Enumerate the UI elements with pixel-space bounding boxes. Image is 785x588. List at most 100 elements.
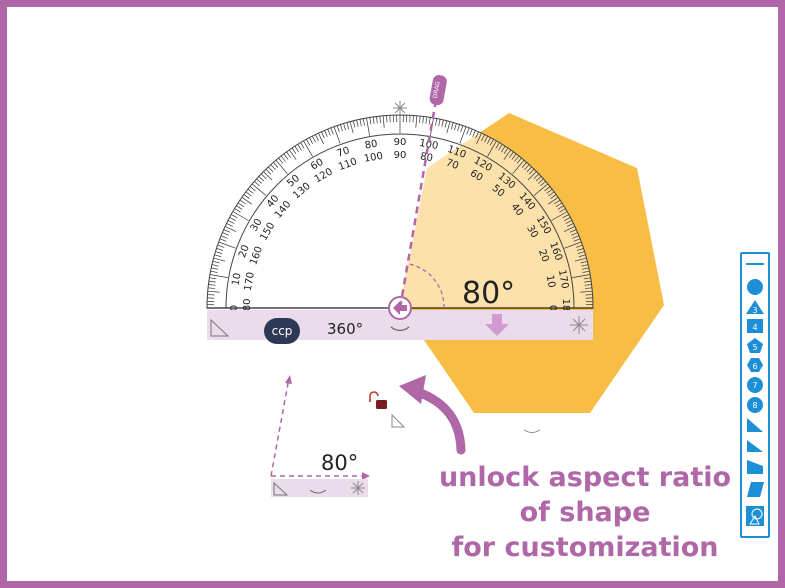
protractor-tick xyxy=(419,116,421,124)
outer-scale-label: 60 xyxy=(309,157,326,173)
palette-triangle[interactable] xyxy=(747,440,763,452)
protractor-tick xyxy=(422,116,424,124)
palette-hexagon-6[interactable]: 6 xyxy=(747,358,763,372)
palette-right-triangle[interactable] xyxy=(747,418,763,432)
protractor-tick xyxy=(291,147,297,154)
protractor-tick xyxy=(540,181,546,187)
mini-asterisk-icon[interactable] xyxy=(351,481,365,495)
protractor-tick xyxy=(521,162,527,168)
protractor-tick xyxy=(234,208,241,213)
protractor-tick xyxy=(533,173,540,180)
protractor-tick xyxy=(208,280,216,283)
protractor-tick xyxy=(563,226,576,232)
protractor-tick xyxy=(330,127,334,135)
palette-circle-tool[interactable] xyxy=(747,279,763,295)
protractor-tick xyxy=(356,119,359,127)
asterisk-icon[interactable] xyxy=(570,316,588,334)
protractor-tick xyxy=(562,214,569,219)
svg-text:3: 3 xyxy=(752,306,757,315)
protractor-tick xyxy=(220,235,228,239)
mini-protractor[interactable] xyxy=(270,375,370,497)
protractor-tick xyxy=(289,149,297,160)
palette-trapezoid[interactable] xyxy=(747,460,763,474)
protractor-tick xyxy=(582,270,590,273)
drag-tag: DRAG xyxy=(432,80,442,98)
protractor-tick xyxy=(584,280,592,283)
arrow-down-icon[interactable] xyxy=(485,314,509,336)
protractor-tick xyxy=(581,267,589,270)
protractor-tick xyxy=(278,157,284,164)
mini-angle-readout: 80° xyxy=(321,451,359,475)
mini-triangle-icon[interactable] xyxy=(273,481,289,496)
protractor-tick xyxy=(211,267,219,270)
callout-arrowhead xyxy=(399,375,426,404)
protractor-tick xyxy=(503,149,511,160)
protractor-tick xyxy=(239,199,246,205)
protractor-tick xyxy=(300,142,305,149)
protractor-tick xyxy=(224,226,237,232)
protractor-tick xyxy=(584,284,592,286)
unlock-icon[interactable] xyxy=(369,391,387,409)
protractor-tick xyxy=(472,130,476,137)
palette-parallelogram[interactable] xyxy=(747,482,764,497)
inner-scale-label: 20 xyxy=(536,248,551,264)
protractor-tick xyxy=(232,211,249,221)
palette-pentagon-5[interactable]: 5 xyxy=(747,338,763,353)
protractor-tick xyxy=(574,257,587,262)
protractor-tick xyxy=(580,290,593,293)
drag-handle[interactable]: DRAG xyxy=(429,74,448,106)
protractor-tick xyxy=(254,181,260,187)
protractor-tick xyxy=(340,124,343,132)
rotation-label: 360° xyxy=(327,320,364,338)
protractor-tick xyxy=(222,232,229,236)
protractor-tick xyxy=(487,140,497,157)
protractor-tick xyxy=(481,134,485,141)
right-triangle-icon[interactable] xyxy=(210,318,230,337)
protractor-tick xyxy=(209,277,217,280)
protractor-tick xyxy=(551,211,568,221)
palette-triangle-3[interactable]: 3 xyxy=(746,300,764,315)
ccp-button[interactable]: ccp xyxy=(264,318,300,344)
protractor-tick xyxy=(533,183,549,196)
protractor-tick xyxy=(575,244,583,248)
shape-rotate-icon[interactable] xyxy=(523,429,541,433)
rotate-icon[interactable] xyxy=(390,326,410,332)
protractor-tick xyxy=(247,188,254,194)
outer-scale-label: 170 xyxy=(556,269,570,290)
protractor-tick xyxy=(231,214,238,219)
protractor-tick xyxy=(572,235,580,239)
shape-palette: 3 4 5 6 7 8 xyxy=(740,252,770,538)
protractor-tick xyxy=(249,186,256,192)
protractor-tick xyxy=(372,116,375,124)
protractor-tick xyxy=(213,257,226,262)
protractor-tick xyxy=(219,238,227,242)
mini-rotate-icon[interactable] xyxy=(309,489,327,494)
svg-text:8: 8 xyxy=(752,401,757,410)
palette-square-4[interactable]: 4 xyxy=(747,319,763,333)
protractor-tick xyxy=(446,121,451,134)
palette-shapes-icon[interactable] xyxy=(746,506,764,526)
protractor-tick xyxy=(584,287,592,289)
protractor-tick xyxy=(580,260,588,264)
protractor-tick xyxy=(571,232,578,236)
protractor-tick xyxy=(207,290,220,293)
protractor-tick xyxy=(501,145,506,153)
inner-scale-label: 80 xyxy=(419,151,433,164)
protractor-tick xyxy=(578,254,586,258)
protractor-tick xyxy=(273,162,279,168)
protractor-tick xyxy=(511,153,517,160)
palette-heptagon-7[interactable]: 7 xyxy=(747,377,763,393)
protractor-tick xyxy=(454,123,457,131)
svg-text:7: 7 xyxy=(752,381,757,390)
aspect-triangle-icon[interactable] xyxy=(391,413,406,428)
protractor-tick xyxy=(343,123,346,131)
protractor-tick xyxy=(495,142,500,149)
svg-text:5: 5 xyxy=(752,343,757,352)
protractor-tick xyxy=(475,131,479,139)
top-asterisk-icon[interactable] xyxy=(393,101,407,115)
protractor-tick xyxy=(557,205,564,210)
palette-octagon-8[interactable]: 8 xyxy=(747,397,763,413)
protractor-tick xyxy=(382,115,385,128)
